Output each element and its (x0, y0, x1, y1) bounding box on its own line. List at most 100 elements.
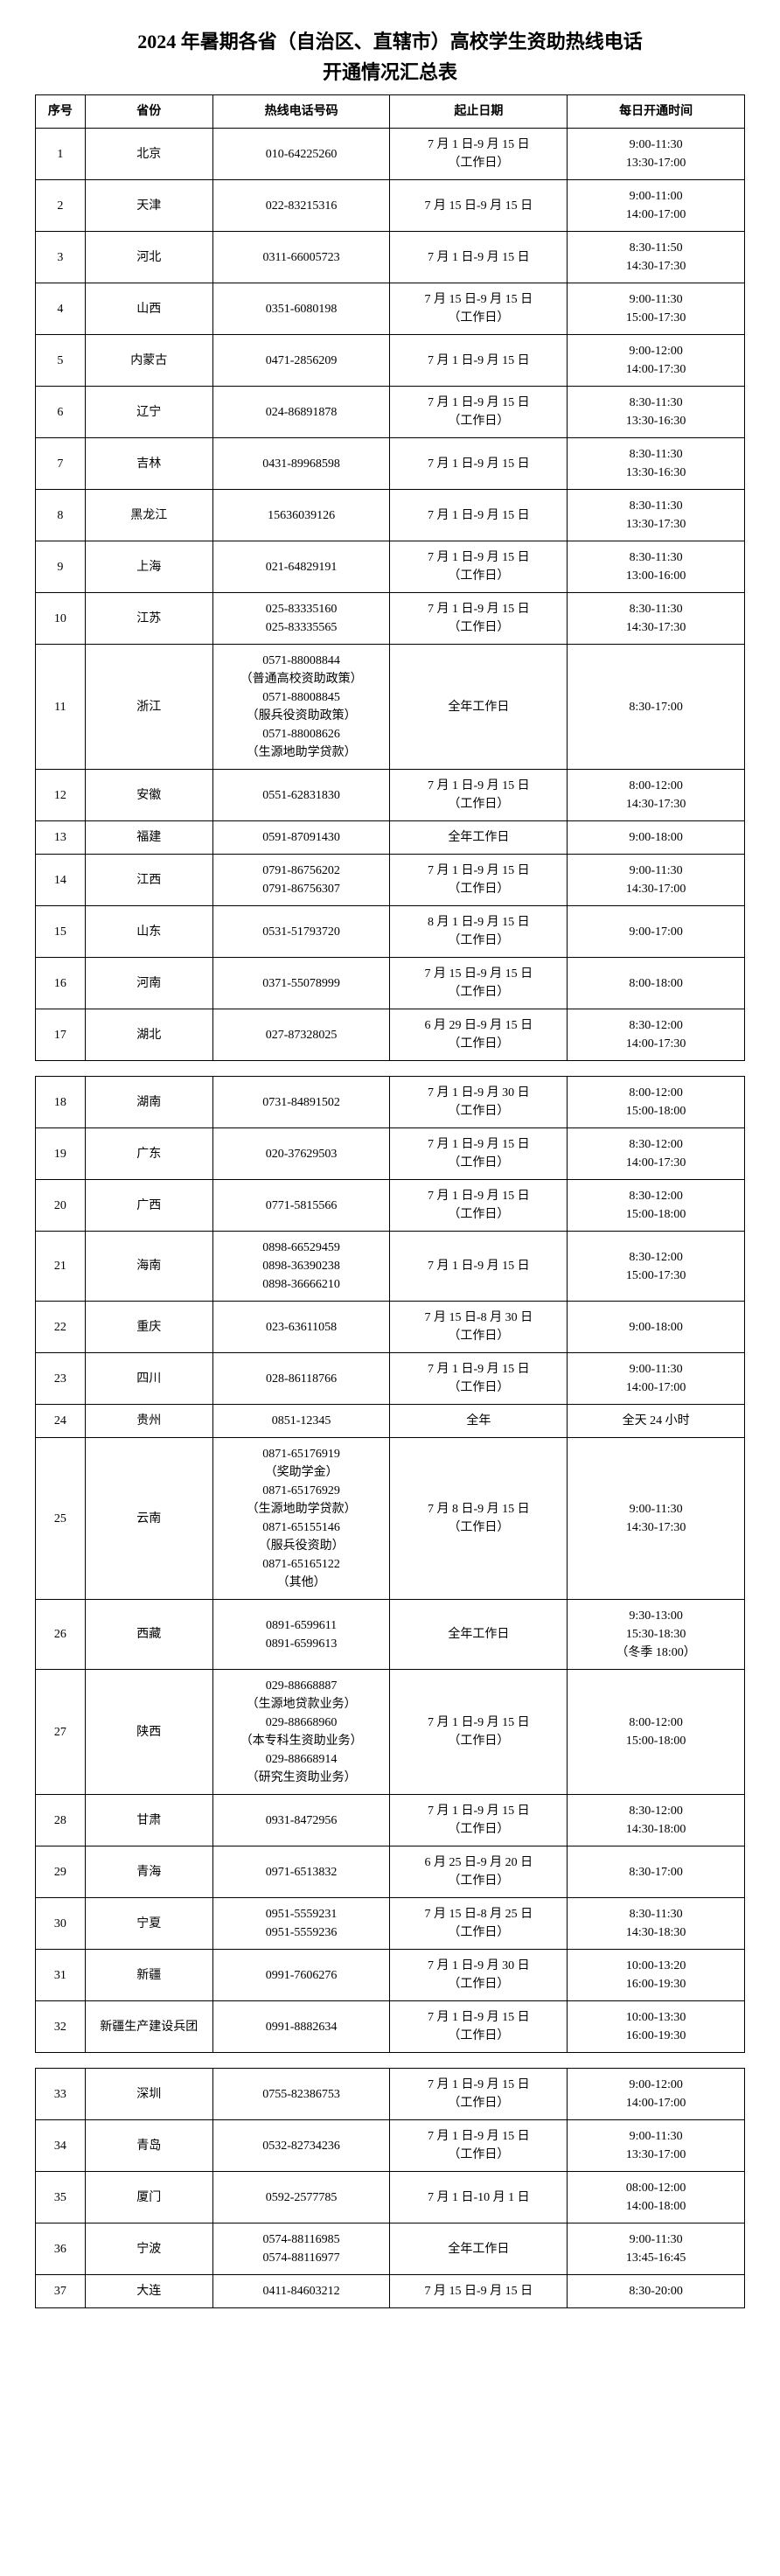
cell-time: 8:30-17:00 (568, 645, 745, 770)
cell-phone: 0991-7606276 (212, 1950, 390, 2001)
cell-date: 7 月 1 日-9 月 15 日 (390, 232, 568, 283)
cell-province: 新疆生产建设兵团 (85, 2001, 212, 2053)
cell-date: 7 月 1 日-10 月 1 日 (390, 2172, 568, 2223)
cell-time: 9:00-11:30 15:00-17:30 (568, 283, 745, 335)
cell-date: 7 月 1 日-9 月 15 日 （工作日） (390, 387, 568, 438)
cell-province: 北京 (85, 129, 212, 180)
cell-time: 8:30-17:00 (568, 1846, 745, 1898)
cell-province: 吉林 (85, 438, 212, 490)
cell-phone: 0574-88116985 0574-88116977 (212, 2223, 390, 2275)
cell-province: 海南 (85, 1232, 212, 1302)
cell-province: 重庆 (85, 1302, 212, 1353)
cell-phone: 028-86118766 (212, 1353, 390, 1405)
cell-time: 8:30-12:00 14:30-18:00 (568, 1795, 745, 1846)
cell-phone: 025-83335160 025-83335565 (212, 593, 390, 645)
table-row: 5内蒙古0471-28562097 月 1 日-9 月 15 日9:00-12:… (36, 335, 745, 387)
cell-province: 青海 (85, 1846, 212, 1898)
cell-date: 6 月 25 日-9 月 20 日 （工作日） (390, 1846, 568, 1898)
cell-date: 7 月 1 日-9 月 30 日 （工作日） (390, 1950, 568, 2001)
cell-phone: 022-83215316 (212, 180, 390, 232)
cell-province: 宁夏 (85, 1898, 212, 1950)
cell-time: 9:00-11:30 14:30-17:30 (568, 1438, 745, 1600)
cell-province: 深圳 (85, 2069, 212, 2120)
cell-province: 安徽 (85, 770, 212, 821)
cell-phone: 15636039126 (212, 490, 390, 541)
header-dates: 起止日期 (390, 95, 568, 129)
cell-time: 9:00-11:30 13:45-16:45 (568, 2223, 745, 2275)
table-row: 9上海021-648291917 月 1 日-9 月 15 日 （工作日）8:3… (36, 541, 745, 593)
cell-province: 宁波 (85, 2223, 212, 2275)
cell-time: 8:00-12:00 14:30-17:30 (568, 770, 745, 821)
cell-idx: 23 (36, 1353, 86, 1405)
cell-province: 云南 (85, 1438, 212, 1600)
cell-idx: 34 (36, 2120, 86, 2172)
cell-time: 全天 24 小时 (568, 1405, 745, 1438)
cell-idx: 36 (36, 2223, 86, 2275)
cell-time: 8:00-18:00 (568, 958, 745, 1009)
table-row: 37大连0411-846032127 月 15 日-9 月 15 日8:30-2… (36, 2275, 745, 2308)
cell-idx: 33 (36, 2069, 86, 2120)
cell-date: 7 月 1 日-9 月 15 日 （工作日） (390, 1670, 568, 1795)
cell-idx: 7 (36, 438, 86, 490)
cell-province: 贵州 (85, 1405, 212, 1438)
cell-date: 7 月 1 日-9 月 15 日 （工作日） (390, 2120, 568, 2172)
cell-phone: 0571-88008844 （普通高校资助政策） 0571-88008845 （… (212, 645, 390, 770)
cell-phone: 0898-66529459 0898-36390238 0898-3666621… (212, 1232, 390, 1302)
cell-time: 8:30-11:50 14:30-17:30 (568, 232, 745, 283)
table-row: 16河南0371-550789997 月 15 日-9 月 15 日 （工作日）… (36, 958, 745, 1009)
table-row: 27陕西029-88668887 （生源地贷款业务） 029-88668960 … (36, 1670, 745, 1795)
cell-idx: 9 (36, 541, 86, 593)
cell-time: 8:30-11:30 14:30-17:30 (568, 593, 745, 645)
cell-province: 福建 (85, 821, 212, 855)
cell-date: 7 月 8 日-9 月 15 日 （工作日） (390, 1438, 568, 1600)
cell-phone: 0532-82734236 (212, 2120, 390, 2172)
cell-date: 全年工作日 (390, 1600, 568, 1670)
cell-time: 8:30-11:30 13:30-16:30 (568, 387, 745, 438)
cell-phone: 024-86891878 (212, 387, 390, 438)
table-row: 21海南0898-66529459 0898-36390238 0898-366… (36, 1232, 745, 1302)
cell-date: 7 月 1 日-9 月 15 日 （工作日） (390, 1353, 568, 1405)
cell-date: 7 月 1 日-9 月 15 日 （工作日） (390, 593, 568, 645)
cell-idx: 20 (36, 1180, 86, 1232)
cell-idx: 15 (36, 906, 86, 958)
table-row: 28甘肃0931-84729567 月 1 日-9 月 15 日 （工作日）8:… (36, 1795, 745, 1846)
cell-province: 内蒙古 (85, 335, 212, 387)
cell-date: 7 月 15 日-8 月 30 日 （工作日） (390, 1302, 568, 1353)
table-row: 14江西0791-86756202 0791-867563077 月 1 日-9… (36, 855, 745, 906)
cell-phone: 0851-12345 (212, 1405, 390, 1438)
cell-phone: 027-87328025 (212, 1009, 390, 1061)
table-row: 20广西0771-58155667 月 1 日-9 月 15 日 （工作日）8:… (36, 1180, 745, 1232)
cell-time: 10:00-13:20 16:00-19:30 (568, 1950, 745, 2001)
cell-time: 9:00-18:00 (568, 821, 745, 855)
table-row: 33深圳0755-823867537 月 1 日-9 月 15 日 （工作日）9… (36, 2069, 745, 2120)
cell-phone: 023-63611058 (212, 1302, 390, 1353)
cell-date: 7 月 1 日-9 月 15 日 (390, 438, 568, 490)
cell-idx: 11 (36, 645, 86, 770)
table-row: 6辽宁024-868918787 月 1 日-9 月 15 日 （工作日）8:3… (36, 387, 745, 438)
cell-province: 辽宁 (85, 387, 212, 438)
table-row: 34青岛0532-827342367 月 1 日-9 月 15 日 （工作日）9… (36, 2120, 745, 2172)
table-row: 10江苏025-83335160 025-833355657 月 1 日-9 月… (36, 593, 745, 645)
cell-idx: 24 (36, 1405, 86, 1438)
cell-province: 湖南 (85, 1077, 212, 1128)
cell-date: 7 月 15 日-9 月 15 日 (390, 180, 568, 232)
header-hours: 每日开通时间 (568, 95, 745, 129)
table-row: 25云南0871-65176919 （奖助学金） 0871-65176929 （… (36, 1438, 745, 1600)
cell-idx: 5 (36, 335, 86, 387)
table-row: 4山西0351-60801987 月 15 日-9 月 15 日 （工作日）9:… (36, 283, 745, 335)
cell-phone: 0931-8472956 (212, 1795, 390, 1846)
cell-phone: 021-64829191 (212, 541, 390, 593)
cell-date: 全年 (390, 1405, 568, 1438)
table-row: 31新疆0991-76062767 月 1 日-9 月 30 日 （工作日）10… (36, 1950, 745, 2001)
cell-phone: 0791-86756202 0791-86756307 (212, 855, 390, 906)
cell-province: 河南 (85, 958, 212, 1009)
table-row: 7吉林0431-899685987 月 1 日-9 月 15 日8:30-11:… (36, 438, 745, 490)
cell-time: 9:00-11:00 14:00-17:00 (568, 180, 745, 232)
cell-province: 广西 (85, 1180, 212, 1232)
table-row: 23四川028-861187667 月 1 日-9 月 15 日 （工作日）9:… (36, 1353, 745, 1405)
cell-phone: 0971-6513832 (212, 1846, 390, 1898)
cell-province: 西藏 (85, 1600, 212, 1670)
cell-province: 湖北 (85, 1009, 212, 1061)
cell-time: 9:30-13:00 15:30-18:30 （冬季 18:00） (568, 1600, 745, 1670)
cell-idx: 30 (36, 1898, 86, 1950)
